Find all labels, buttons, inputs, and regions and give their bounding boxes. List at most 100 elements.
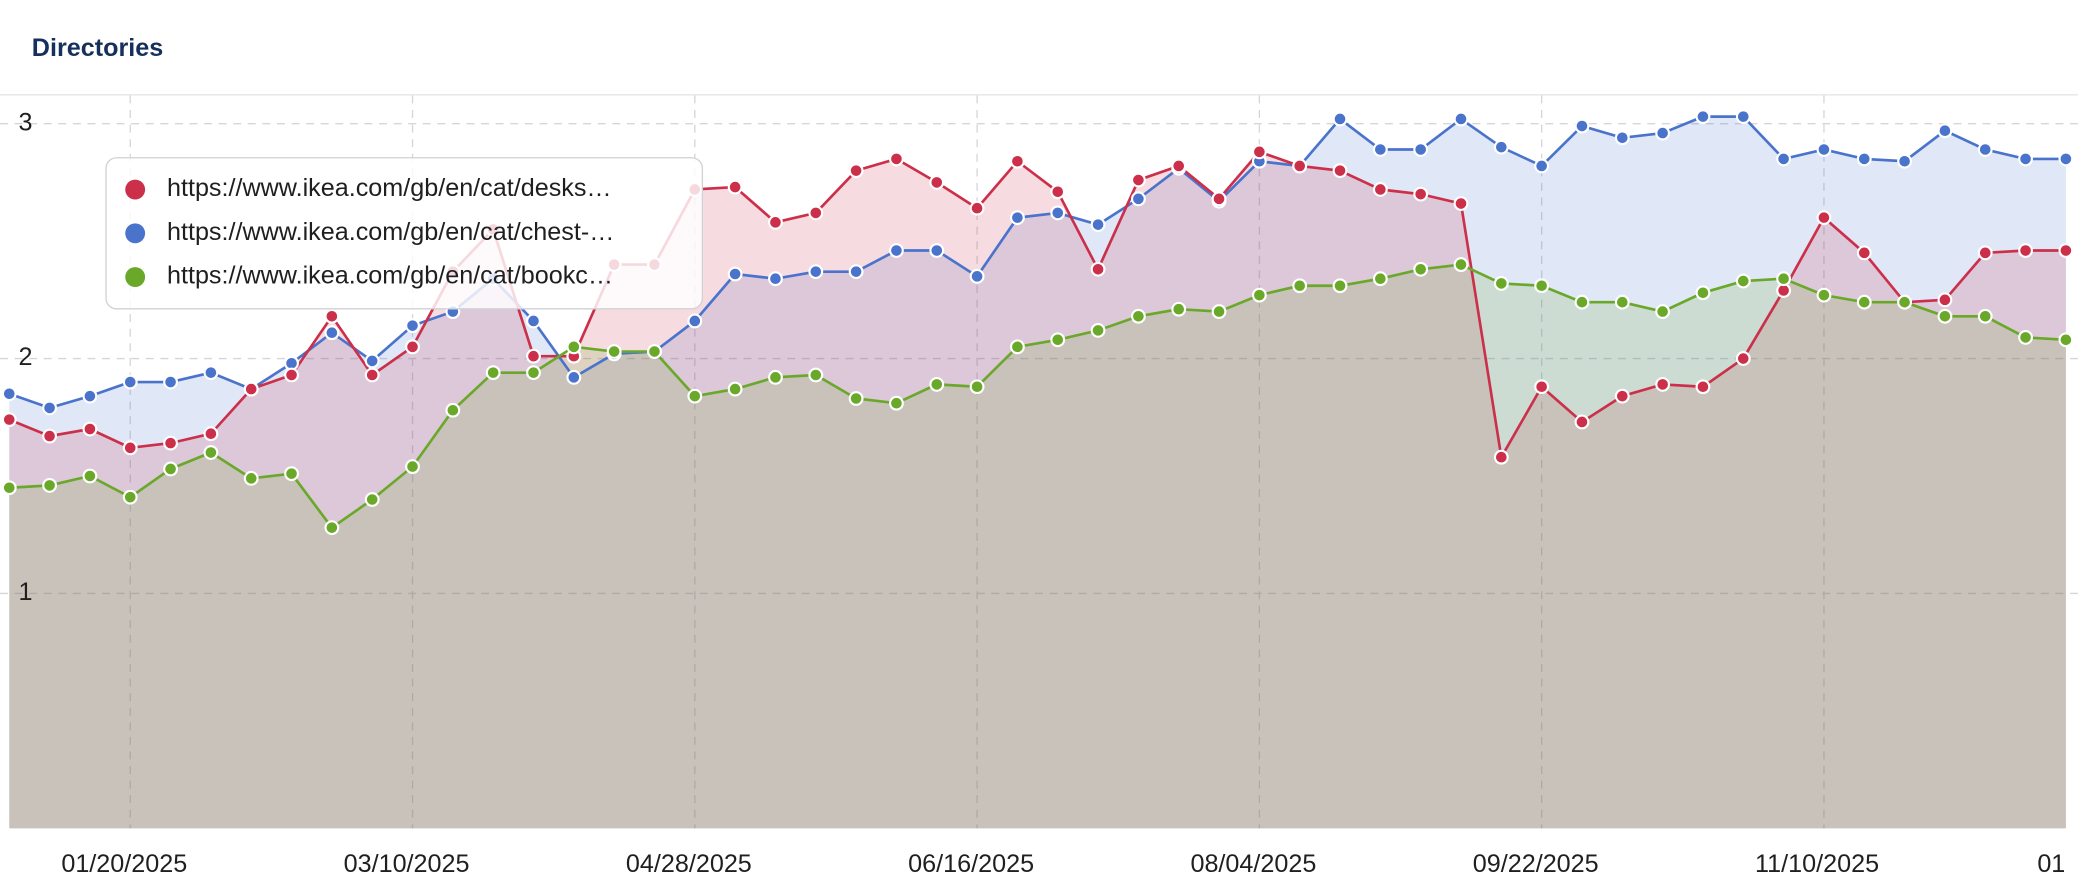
area [9, 151, 2066, 829]
point [42, 428, 58, 444]
point [203, 445, 219, 460]
point [969, 379, 985, 395]
point [889, 243, 904, 258]
point [727, 381, 743, 397]
point [1332, 278, 1348, 294]
plot: 1 2 3 01/20/2025 03/10/2025 04/28/2025 06/16/2… [0, 95, 2078, 878]
point [727, 266, 743, 282]
point [1856, 245, 1872, 261]
point [324, 308, 340, 324]
point [122, 374, 138, 390]
point [1897, 153, 1913, 169]
point [1534, 379, 1550, 395]
point [405, 318, 420, 334]
point [1937, 308, 1953, 324]
x-tick-label: 01/20/2025 [61, 850, 187, 878]
point [526, 313, 541, 329]
point [1292, 158, 1308, 174]
point [848, 391, 864, 406]
point [1977, 142, 1993, 157]
point [2058, 151, 2074, 167]
point [1816, 142, 1832, 157]
x-tick-label: 03/10/2025 [344, 850, 470, 878]
card-title: Directories [32, 34, 163, 62]
point [1, 412, 17, 428]
point [1130, 172, 1146, 188]
point [1050, 332, 1066, 348]
point [163, 461, 179, 477]
point [1695, 285, 1711, 301]
point [889, 151, 904, 167]
point [1251, 287, 1267, 303]
point [364, 492, 380, 507]
point [1, 386, 17, 402]
point [808, 367, 824, 383]
point [566, 339, 582, 355]
point [1816, 210, 1832, 226]
x-tick-label: 06/16/2025 [908, 850, 1034, 878]
point [1453, 257, 1469, 273]
point [405, 339, 420, 355]
point [687, 313, 703, 329]
line [9, 263, 2066, 530]
point [82, 468, 98, 484]
point [324, 520, 340, 536]
point [243, 470, 259, 486]
legend-label: https://www.ikea.com/gb/en/cat/bookc… [167, 262, 613, 290]
point [284, 367, 299, 383]
point [1493, 449, 1509, 465]
point [1816, 287, 1832, 303]
y-tick-label: 1 [19, 578, 33, 606]
legend-marker [125, 223, 146, 244]
x-tick-label: 01 [2037, 850, 2065, 878]
point [1574, 294, 1590, 310]
point [1977, 308, 1993, 324]
point [364, 353, 380, 369]
point [163, 374, 179, 390]
legend: https://www.ikea.com/gb/en/cat/desks… htt… [105, 157, 704, 310]
point [42, 400, 58, 416]
point [1211, 304, 1227, 320]
point [1655, 304, 1671, 320]
point [1937, 292, 1953, 308]
point [1332, 163, 1348, 179]
point [364, 367, 380, 383]
point [647, 344, 662, 359]
point [929, 174, 945, 190]
point [687, 388, 703, 404]
legend-marker [125, 179, 146, 200]
legend-box [105, 157, 704, 310]
line [8, 150, 2066, 462]
point [929, 243, 945, 258]
point [1735, 109, 1751, 125]
point [1372, 271, 1388, 287]
point [1171, 301, 1187, 317]
point [1493, 139, 1509, 155]
point [1292, 278, 1308, 294]
point [808, 264, 824, 280]
point [1856, 294, 1872, 310]
point [1090, 322, 1106, 338]
point [848, 163, 864, 179]
point [324, 325, 340, 341]
point [727, 179, 743, 195]
point [1534, 278, 1550, 294]
point [1534, 158, 1550, 174]
point [1776, 151, 1792, 167]
point [1372, 182, 1388, 197]
x-tick-label: 08/04/2025 [1190, 850, 1316, 878]
point [566, 369, 582, 385]
point [1574, 414, 1590, 430]
point [1453, 111, 1469, 127]
point [1332, 111, 1348, 127]
point [1574, 118, 1590, 134]
point [1937, 123, 1953, 139]
point [284, 466, 299, 482]
point [42, 477, 58, 493]
point [969, 268, 985, 284]
point [243, 381, 259, 397]
point [929, 376, 945, 392]
point [768, 214, 783, 230]
